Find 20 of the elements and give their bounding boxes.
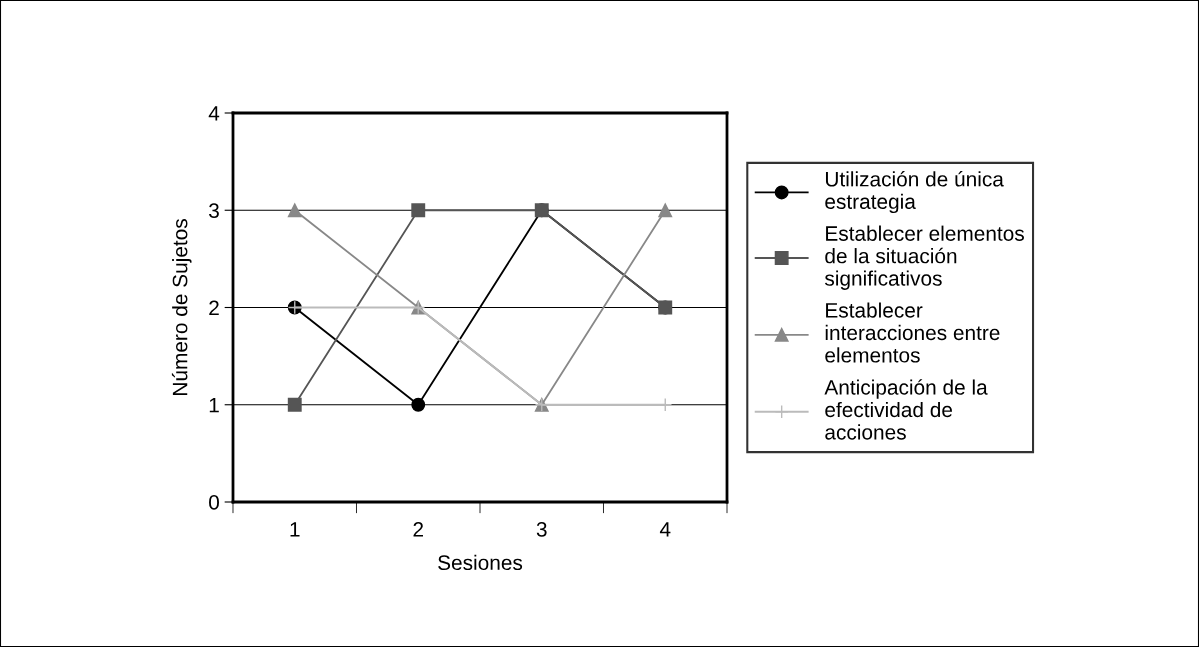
y-axis-title: Número de Sujetos [171,219,192,395]
legend-label: Establecer elementos de la situación significativos [824,225,1024,290]
y-tick-label: 3 [209,203,219,218]
legend-label: Anticipación de la efectividad de acciones [824,379,988,440]
point [287,397,302,412]
y-tick-label: 4 [208,106,220,121]
x-tick-label: 4 [659,522,671,537]
y-tick-label: 0 [209,495,219,510]
point [411,203,426,218]
legend-label: Utilización de única estrategia [825,171,1004,214]
point [287,203,302,218]
x-tick-label: 2 [413,521,423,537]
point [658,203,673,218]
y-tick-label: 1 [209,397,219,413]
point [411,397,426,412]
x-tick-label: 1 [290,522,300,537]
y-tick-label: 2 [209,300,219,316]
legend-label: Establecer interacciones entre elementos [825,302,1000,363]
x-axis-title: Sesiones [438,554,523,571]
x-tick-label: 3 [536,521,547,537]
